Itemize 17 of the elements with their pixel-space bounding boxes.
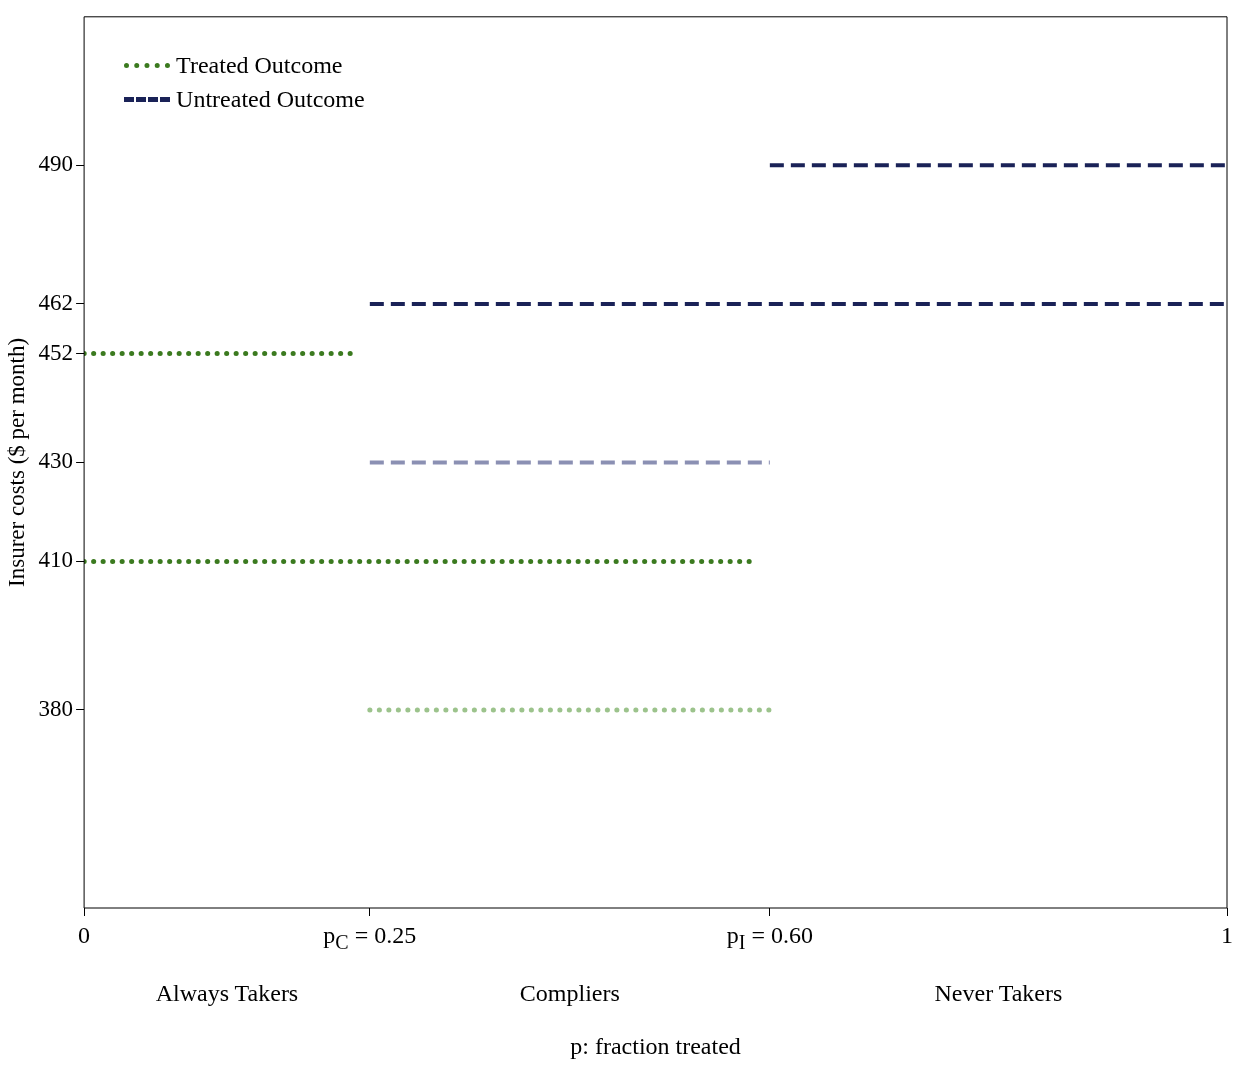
x-tick-label: 0 [78, 922, 91, 949]
text: Never Takers [934, 980, 1063, 1007]
y-tick-label: 430 [38, 448, 74, 474]
x-tick-label: p$_{C}$ = 0.25 [323, 922, 417, 954]
y-tick-label: 462 [38, 290, 74, 316]
x-axis-title: p: fraction treated [570, 1033, 741, 1060]
legend-label: Untreated Outcome [176, 86, 365, 114]
y-axis-title: Insurer costs ($ per month) [3, 337, 29, 587]
y-tick-label: 490 [38, 151, 74, 177]
x-tick-label: p$_{I}$ = 0.60 [726, 922, 813, 954]
y-tick-label: 380 [38, 696, 74, 721]
x-tick-label: 1 [1221, 922, 1233, 949]
text: Compliers [519, 980, 620, 1007]
y-tick-label: 452 [38, 339, 74, 365]
y-tick-label: 410 [38, 547, 74, 573]
legend-label: Treated Outcome [176, 52, 343, 80]
text: Always Takers [155, 980, 299, 1007]
